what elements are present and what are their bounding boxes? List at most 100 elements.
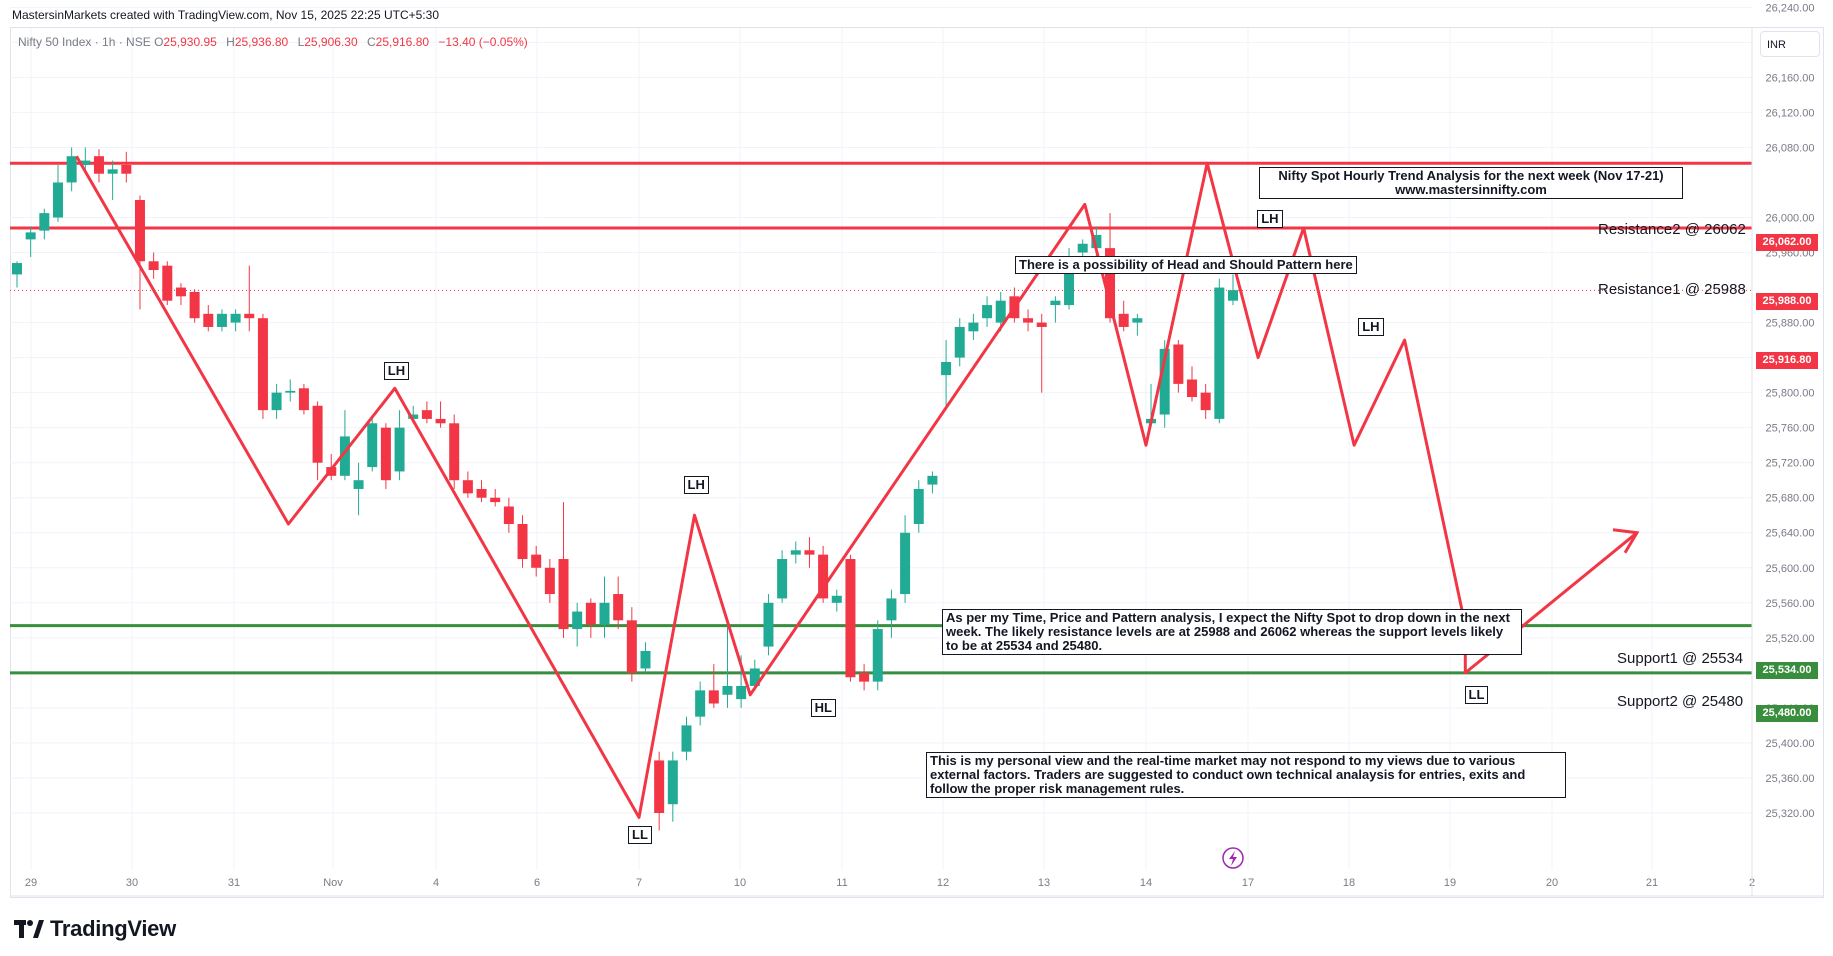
candle-body [1159,348,1170,415]
y-tick-label: 26,160.00 [1766,72,1815,84]
candle-body [968,322,979,332]
candle-body [421,410,432,419]
candle-body [859,672,870,682]
candle-body [66,156,77,183]
tradingview-logo[interactable]: TradingView [14,916,176,942]
y-tick-label: 26,080.00 [1766,142,1815,154]
last-price-tag: 25,916.80 [1756,352,1818,369]
candle-body [640,650,651,669]
y-tick-label: 25,760.00 [1766,423,1815,435]
candle-body [462,480,473,494]
candle-body [134,199,145,262]
head-shoulder-note: There is a possibility of Head and Shoul… [1015,256,1357,274]
ohlc-legend: Nifty 50 Index · 1h · NSE O25,930.95 H25… [18,35,534,49]
candle-body [845,559,856,678]
y-tick-label: 25,800.00 [1766,388,1815,400]
support1-label: Support1 @ 25534 [1617,650,1744,667]
y-tick-label: 25,600.00 [1766,563,1815,575]
high-label: H [226,35,235,49]
x-tick-label: 29 [25,877,37,889]
candle-body [913,488,924,524]
candle-body [517,523,528,560]
candle-body [681,725,692,752]
projection-arrowhead [1612,528,1640,554]
candle-body [1105,248,1116,319]
candle-body [312,405,323,463]
disclaimer-note: This is my personal view and the real-ti… [926,752,1566,798]
x-tick-label: 10 [734,877,746,889]
candle-body [749,668,760,686]
x-tick-label: 17 [1242,877,1254,889]
resistance1-price-tag: 25,988.00 [1756,293,1818,310]
candle-body [558,559,569,630]
credit-line: MastersinMarkets created with TradingVie… [12,8,439,22]
title-line-2: www.mastersinnifty.com [1395,182,1547,197]
candle-body [613,594,624,621]
x-tick-label: 6 [534,877,540,889]
candle-body [1077,243,1088,253]
candle-body [695,690,706,717]
support1-price-tag: 25,534.00 [1756,662,1818,679]
candle-body [872,629,883,682]
x-tick-label: 11 [836,877,847,889]
candle-body [121,164,132,174]
x-tick-label: 21 [1646,877,1658,889]
symbol-label: Nifty 50 Index · 1h · NSE [18,35,151,49]
candle-body [257,318,268,411]
candle-body [39,213,50,231]
y-tick-label: 25,680.00 [1766,493,1815,505]
candle-body [298,388,309,411]
x-tick-label: 19 [1444,877,1456,889]
candle-body [476,488,487,498]
candle-body [339,436,350,476]
candle-body [1091,235,1102,249]
candle-body [777,559,788,599]
swing-label: LH [683,475,709,494]
candle-body [93,156,104,174]
resistance2-label: Resistance2 @ 26062 [1598,221,1746,238]
x-tick-label: 4 [433,877,439,889]
candle-body [353,480,364,489]
candle-body [572,611,583,630]
y-tick-label: 25,360.00 [1766,773,1815,785]
candle-body [1173,344,1184,384]
candle-body [380,427,391,481]
candle-body [941,361,952,376]
high-value: 25,936.80 [234,35,289,49]
swing-label: HL [810,698,836,717]
lightning-icon [1229,851,1237,866]
x-tick-label: 20 [1546,877,1558,889]
low-value: 25,906.30 [304,35,358,49]
candle-body [1023,318,1034,323]
y-tick-label: 25,880.00 [1766,318,1815,330]
candle-body [722,685,733,695]
x-tick-label: 18 [1343,877,1355,889]
y-tick-label: 26,120.00 [1766,107,1815,119]
candle-body [1214,287,1225,419]
candle-body [285,390,296,393]
y-tick-label: 25,720.00 [1766,458,1815,470]
analysis-note: As per my Time, Price and Pattern analys… [942,609,1522,655]
candle-body [148,261,159,271]
candle-body [982,305,993,319]
x-tick-label: 31 [228,877,240,889]
change-value: −13.40 (−0.05%) [438,35,528,49]
y-tick-label: 26,240.00 [1766,2,1815,14]
close-value: 25,916.80 [375,35,430,49]
level-layer [10,161,1752,675]
swing-label: LL [1464,685,1489,704]
grid-layer [10,6,1753,870]
candle-body [52,182,63,218]
resistance2-price-tag: 26,062.00 [1756,234,1818,251]
candle-body [599,602,610,625]
candle-body [1036,322,1047,327]
candle-body [271,392,282,411]
candle-body [189,291,200,319]
open-value: 25,930.95 [163,35,217,49]
candle-body [1200,392,1211,411]
currency-selector[interactable]: INR [1760,31,1820,57]
candle-layer [12,147,1238,831]
x-tick-label: 12 [937,877,949,889]
